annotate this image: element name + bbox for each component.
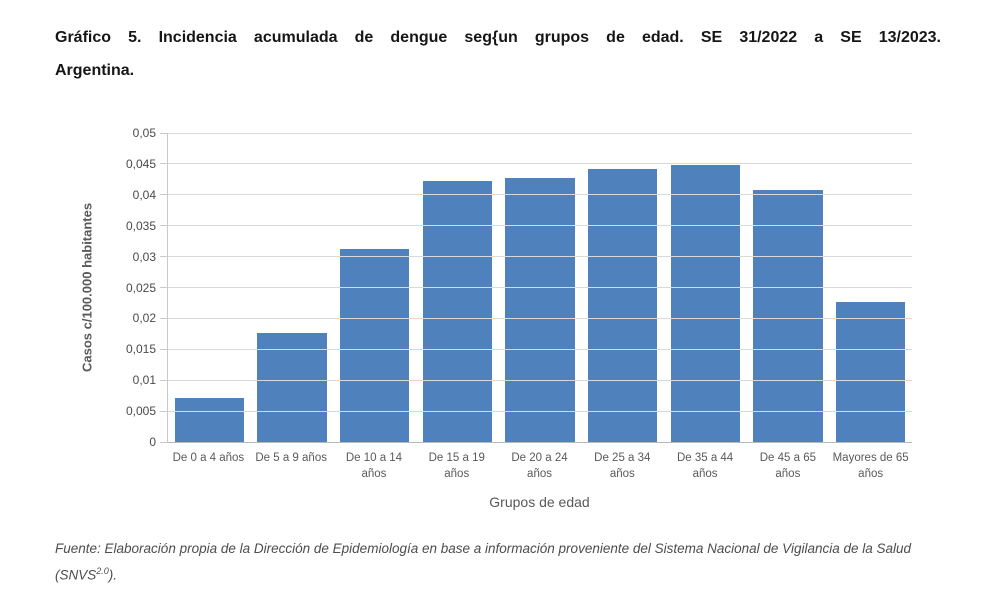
chart-title-line1: Gráfico 5. Incidencia acumulada de dengu… — [55, 29, 941, 46]
y-tick-label: 0,005 — [125, 404, 156, 419]
y-axis-ticks: 0 0,005 0,01 0,015 0,02 0,025 0,03 0,035 0,04 0,0… — [96, 126, 156, 449]
bar-slot — [333, 133, 416, 442]
bar-De 35 a 44 años — [670, 164, 741, 442]
bar-De 20 a 24 años — [505, 177, 575, 442]
y-tick-label: 0,04 — [132, 187, 156, 202]
y-tick-label: 0,02 — [132, 311, 156, 326]
x-tick-label-line: De 35 a 44 — [676, 452, 734, 464]
y-tick-label: 0,025 — [125, 280, 156, 295]
axis-tick-mark — [160, 348, 168, 350]
gridline — [168, 317, 912, 319]
x-tick-label-line: De 0 a 4 años — [172, 452, 245, 464]
y-tick-label: 0,03 — [132, 249, 156, 264]
x-axis-line — [168, 441, 912, 443]
axis-tick-mark — [160, 317, 168, 319]
gridline — [168, 132, 912, 134]
chart-title-line2: Argentina. — [55, 62, 135, 79]
gridline — [168, 256, 912, 258]
y-tick-label: 0,045 — [125, 156, 156, 171]
axis-tick-mark — [160, 163, 168, 165]
source-footer-superscript: 2.0 — [96, 566, 109, 576]
x-tick-label-line: De 20 a 24 — [511, 452, 568, 464]
x-tick-label: De 25 a 34 años — [581, 450, 664, 482]
axis-tick-mark — [160, 441, 168, 443]
x-tick-label-line: De 5 a 9 años — [255, 452, 327, 464]
bar-slot — [581, 133, 664, 442]
x-tick-label: De 10 a 14 años — [333, 450, 416, 482]
bar-De 5 a 9 años — [257, 333, 327, 442]
source-footer-text: Fuente: Elaboración propia de la Direcci… — [55, 541, 912, 583]
plot-area — [160, 132, 912, 443]
axis-tick-mark — [160, 225, 168, 227]
gridline — [168, 225, 912, 227]
y-tick-label: 0,01 — [132, 373, 156, 388]
y-tick-label: 0,035 — [125, 218, 156, 233]
x-tick-label-line: años — [692, 468, 718, 480]
bar-slot — [416, 133, 499, 442]
x-tick-label-line: Mayores de 65 — [832, 452, 909, 464]
bar-slot — [499, 133, 582, 442]
bar-slot — [251, 133, 334, 442]
gridline — [168, 194, 912, 196]
bar-De 25 a 34 años — [587, 169, 658, 442]
x-tick-label-line: De 25 a 34 — [594, 452, 651, 464]
gridline — [168, 287, 912, 288]
bar-De 45 a 65 años — [753, 189, 823, 442]
x-tick-label: De 45 a 65 años — [746, 450, 829, 482]
x-axis-title: Grupos de edad — [489, 494, 590, 510]
chart-title: Gráfico 5. Incidencia acumulada de dengu… — [55, 21, 941, 87]
x-tick-label: Mayores de 65 años — [829, 450, 912, 482]
source-footer-end: ). — [108, 567, 118, 583]
axis-tick-mark — [160, 287, 168, 288]
gridline — [168, 379, 912, 381]
bar-De 15 a 19 años — [422, 181, 493, 442]
x-tick-label-line: De 10 a 14 — [345, 452, 403, 464]
x-tick-label-line: años — [775, 468, 801, 480]
x-tick-label-line: años — [527, 468, 552, 480]
x-tick-label-line: años — [609, 468, 635, 480]
axis-tick-mark — [160, 410, 168, 412]
source-footer: Fuente: Elaboración propia de la Direcci… — [55, 537, 941, 587]
bar-slot — [829, 133, 912, 442]
bar-slot — [747, 133, 830, 442]
bar-slot — [168, 133, 251, 442]
axis-tick-mark — [160, 256, 168, 258]
x-tick-label-line: años — [858, 468, 884, 480]
gridline — [168, 348, 912, 350]
bar-slot — [664, 133, 747, 442]
x-tick-label-line: De 15 a 19 — [428, 452, 485, 464]
x-tick-label: De 15 a 19 años — [415, 450, 498, 482]
axis-tick-mark — [160, 379, 168, 381]
bar-De 10 a 14 años — [339, 248, 410, 442]
x-tick-label-line: años — [444, 468, 470, 480]
x-tick-label: De 0 a 4 años — [167, 450, 250, 482]
bar-De 0 a 4 años — [174, 397, 245, 442]
x-tick-label: De 5 a 9 años — [250, 450, 333, 482]
axis-tick-mark — [160, 194, 168, 196]
y-axis-title: Casos c/100.000 habitantes — [79, 202, 95, 373]
y-tick-label: 0,05 — [132, 126, 156, 140]
axis-tick-mark — [160, 132, 168, 134]
x-tick-label: De 35 a 44 años — [664, 450, 747, 482]
x-tick-label: De 20 a 24 años — [498, 450, 581, 482]
x-axis-labels: De 0 a 4 años De 5 a 9 años De 10 a 14 años… — [167, 450, 912, 482]
bar-Mayores de 65 años — [835, 301, 906, 442]
gridline — [168, 163, 912, 165]
x-tick-label-line: De 45 a 65 — [759, 452, 816, 464]
y-tick-label: 0,015 — [125, 342, 156, 357]
y-tick-label: 0 — [149, 435, 156, 449]
gridline — [168, 410, 912, 412]
bars-row — [168, 133, 912, 442]
x-tick-label-line: años — [361, 468, 387, 480]
